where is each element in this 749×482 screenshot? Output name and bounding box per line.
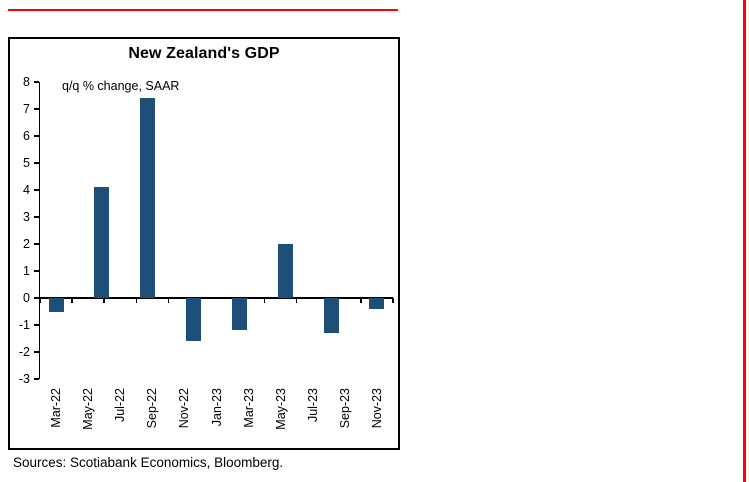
- y-tick-label: -2: [18, 345, 30, 359]
- y-axis-tick: [33, 324, 39, 326]
- bar: [323, 298, 339, 334]
- chart-title: New Zealand's GDP: [128, 45, 280, 62]
- y-axis-tick: [33, 378, 39, 380]
- y-axis-tick: [33, 81, 39, 83]
- y-axis-tick: [33, 351, 39, 353]
- chart-panel: New Zealand's GDP q/q % change, SAAR 8 7 6…: [8, 37, 400, 450]
- x-tick-label: Sep-22: [145, 388, 160, 429]
- red-accent-line-right: [743, 0, 746, 482]
- y-axis-tick: [33, 243, 39, 245]
- y-tick-label: 3: [23, 210, 30, 224]
- x-axis-line: [40, 297, 393, 299]
- chart-units-annotation: q/q % change, SAAR: [62, 79, 180, 93]
- red-accent-line-top: [8, 9, 398, 11]
- sources-note: Sources: Scotiabank Economics, Bloomberg…: [13, 455, 284, 470]
- x-tick-label: Mar-22: [49, 388, 64, 428]
- x-axis-tick: [263, 298, 266, 303]
- y-tick-label: 4: [23, 183, 30, 197]
- y-axis-line: [38, 82, 40, 379]
- x-tick-label: Nov-22: [177, 388, 192, 429]
- x-tick-label: Jan-23: [209, 388, 224, 427]
- y-tick-label: 6: [23, 129, 30, 143]
- bar: [186, 298, 202, 342]
- x-axis-tick: [103, 298, 105, 303]
- y-tick-label: 1: [23, 264, 30, 278]
- x-tick-label: Jul-23: [305, 388, 320, 423]
- x-axis-tick: [135, 298, 138, 303]
- y-tick-label: 2: [23, 237, 30, 251]
- x-axis-tick: [360, 298, 362, 303]
- x-tick-label: Sep-23: [337, 388, 352, 429]
- bar: [277, 244, 293, 298]
- y-tick-label: -1: [18, 318, 30, 332]
- x-axis-tick: [167, 298, 170, 303]
- y-axis-tick: [33, 216, 39, 218]
- y-axis-tick: [33, 162, 39, 164]
- y-axis-tick: [33, 108, 39, 110]
- y-axis-tick: [33, 189, 39, 191]
- y-axis-tick: [33, 297, 39, 299]
- x-axis-tick: [295, 298, 298, 303]
- y-axis-tick: [33, 270, 39, 272]
- x-tick-label: Mar-23: [241, 388, 256, 428]
- bar: [48, 298, 64, 312]
- x-tick-label: Nov-23: [369, 388, 384, 429]
- y-tick-label: 7: [23, 102, 30, 116]
- y-tick-label: -3: [18, 372, 30, 386]
- bar: [369, 298, 385, 309]
- x-tick-label: May-23: [273, 388, 288, 430]
- x-axis-tick: [39, 298, 41, 303]
- x-tick-label: Jul-22: [113, 388, 128, 423]
- y-tick-label: 5: [23, 156, 30, 170]
- bar: [140, 98, 156, 298]
- y-axis-tick: [33, 135, 39, 137]
- y-tick-label: 8: [23, 75, 30, 89]
- bar: [231, 298, 247, 331]
- x-tick-label: May-22: [81, 388, 96, 430]
- y-tick-label: 0: [23, 291, 30, 305]
- x-axis-tick: [392, 298, 394, 303]
- bar: [94, 187, 110, 298]
- x-axis-tick: [71, 298, 73, 303]
